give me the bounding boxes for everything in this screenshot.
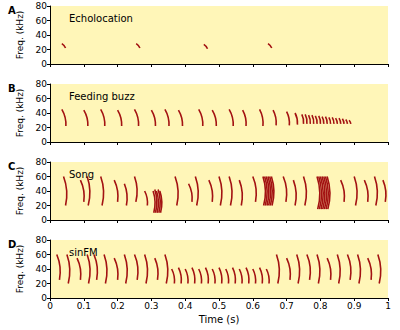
svg-text:60: 60 <box>36 250 48 260</box>
svg-text:40: 40 <box>36 108 48 118</box>
svg-text:0: 0 <box>41 59 47 69</box>
svg-text:B: B <box>8 83 16 94</box>
svg-text:C: C <box>8 161 15 172</box>
svg-text:40: 40 <box>36 186 48 196</box>
svg-text:0: 0 <box>41 215 47 225</box>
svg-text:D: D <box>8 239 16 250</box>
svg-text:Freq. (kHz): Freq. (kHz) <box>15 89 25 138</box>
svg-text:80: 80 <box>36 157 48 167</box>
svg-text:0.3: 0.3 <box>144 301 158 311</box>
svg-text:0: 0 <box>41 137 47 147</box>
svg-text:Echolocation: Echolocation <box>69 13 133 24</box>
svg-text:0.2: 0.2 <box>110 301 124 311</box>
svg-text:60: 60 <box>36 16 48 26</box>
svg-text:sinFM: sinFM <box>69 247 98 258</box>
svg-text:Freq. (kHz): Freq. (kHz) <box>15 11 25 60</box>
svg-text:Freq. (kHz): Freq. (kHz) <box>15 167 25 216</box>
svg-text:20: 20 <box>36 201 48 211</box>
svg-text:Song: Song <box>69 169 94 180</box>
svg-text:Feeding buzz: Feeding buzz <box>69 91 135 102</box>
svg-text:0: 0 <box>41 293 47 303</box>
svg-text:40: 40 <box>36 264 48 274</box>
svg-text:80: 80 <box>36 79 48 89</box>
svg-text:60: 60 <box>36 172 48 182</box>
svg-text:A: A <box>8 5 16 16</box>
svg-text:20: 20 <box>36 123 48 133</box>
svg-text:20: 20 <box>36 279 48 289</box>
svg-text:0: 0 <box>47 301 53 311</box>
svg-text:40: 40 <box>36 30 48 40</box>
svg-text:60: 60 <box>36 94 48 104</box>
svg-text:0.6: 0.6 <box>246 301 261 311</box>
svg-text:Freq. (kHz): Freq. (kHz) <box>15 245 25 294</box>
svg-text:80: 80 <box>36 235 48 245</box>
svg-text:20: 20 <box>36 45 48 55</box>
svg-text:0.1: 0.1 <box>77 301 91 311</box>
svg-text:0.5: 0.5 <box>212 301 226 311</box>
svg-text:0.8: 0.8 <box>313 301 328 311</box>
svg-text:0.4: 0.4 <box>178 301 193 311</box>
svg-text:0.7: 0.7 <box>279 301 293 311</box>
svg-text:0.9: 0.9 <box>347 301 362 311</box>
svg-text:Time (s): Time (s) <box>198 314 240 325</box>
svg-text:80: 80 <box>36 1 48 11</box>
svg-text:1: 1 <box>385 301 391 311</box>
